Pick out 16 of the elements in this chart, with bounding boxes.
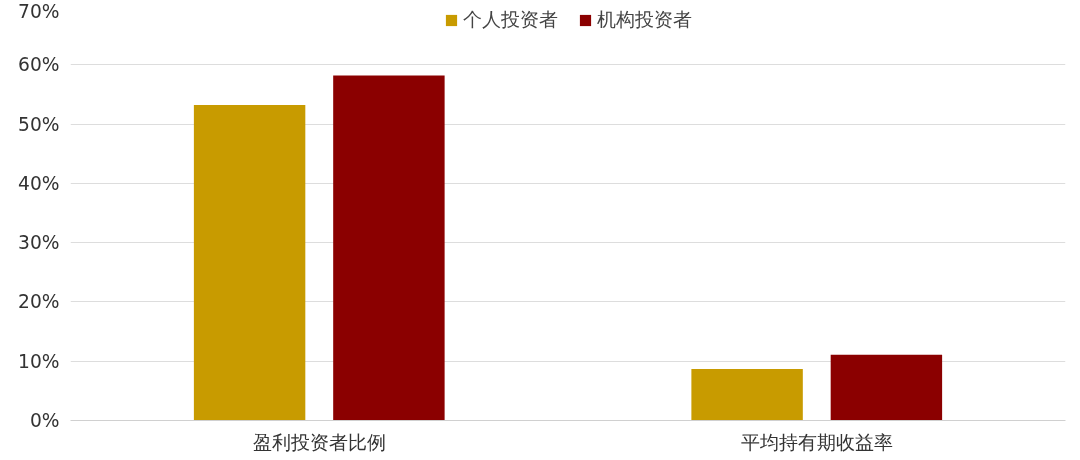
y-tick-label: 70% bbox=[18, 0, 60, 22]
y-tick-label: 20% bbox=[18, 291, 60, 313]
y-tick-label: 30% bbox=[18, 232, 60, 254]
bar bbox=[193, 105, 306, 421]
y-tick-label: 60% bbox=[18, 54, 60, 76]
bar bbox=[333, 75, 445, 421]
legend-label: 机构投资者 bbox=[596, 8, 692, 32]
bar bbox=[830, 354, 943, 421]
y-tick-label: 50% bbox=[18, 113, 60, 135]
y-tick-label: 0% bbox=[29, 410, 60, 431]
x-tick-label: 盈利投资者比例 bbox=[252, 431, 386, 453]
y-tick-label: 10% bbox=[18, 350, 60, 372]
legend-label: 个人投资者 bbox=[462, 8, 558, 32]
y-tick-label: 40% bbox=[18, 172, 60, 194]
x-tick-label: 平均持有期收益率 bbox=[740, 431, 893, 453]
bar bbox=[691, 368, 803, 421]
